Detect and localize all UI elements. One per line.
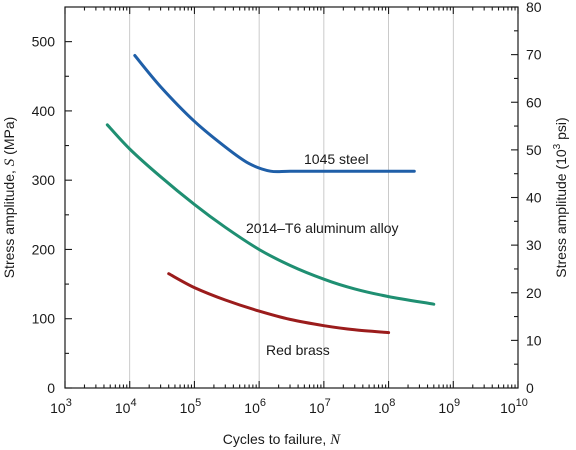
y-axis-title: Stress amplitude, S (MPa): [1, 117, 18, 279]
y2-tick-label: 60: [526, 94, 542, 110]
series-line-1045-steel: [133, 54, 416, 174]
x-tick-label: 105: [180, 397, 202, 416]
y-tick-label: 200: [32, 241, 56, 257]
y-tick-label: 100: [32, 311, 56, 327]
y-tick-label: 500: [32, 34, 56, 50]
y2-tick-label: 40: [526, 190, 542, 206]
y2-axis-title: Stress amplitude (103 psi): [552, 117, 569, 277]
y-tick-label: 300: [32, 172, 56, 188]
y2-tick-label: 30: [526, 237, 542, 253]
y2-tick-label: 10: [526, 332, 542, 348]
y-tick-label: 400: [32, 103, 56, 119]
x-tick-label: 108: [374, 397, 396, 416]
x-tick-label: 109: [438, 397, 460, 416]
y2-tick-label: 0: [526, 380, 534, 396]
x-tick-label: 106: [244, 397, 266, 416]
series-line-red-brass: [167, 272, 391, 335]
x-tick-label: 1010: [500, 397, 528, 416]
series-line-2014-t6-aluminum: [105, 123, 436, 306]
labels: Cycles to failure, N Stress amplitude, S …: [1, 117, 569, 448]
x-tick-label: 104: [115, 397, 137, 416]
y2-tick-label: 50: [526, 142, 542, 158]
series-label-red-brass: Red brass: [266, 342, 330, 358]
x-axis-title: Cycles to failure, N: [223, 431, 341, 448]
grid-lines: [129, 7, 454, 388]
series-label-2014-t6-aluminum: 2014–T6 aluminum alloy: [246, 220, 399, 236]
y2-tick-label: 70: [526, 47, 542, 63]
series-lines: [105, 54, 436, 335]
y2-tick-label: 20: [526, 285, 542, 301]
y2-tick-label: 80: [526, 0, 542, 15]
x-tick-label: 107: [309, 397, 331, 416]
x-tick-label: 103: [50, 397, 72, 416]
y-tick-label: 0: [47, 380, 55, 396]
plot-frame: [64, 6, 519, 389]
axes: 103 104 105 106 107 108 109 1010010020030040050…: [32, 0, 542, 416]
series-label-1045-steel: 1045 steel: [304, 151, 369, 167]
